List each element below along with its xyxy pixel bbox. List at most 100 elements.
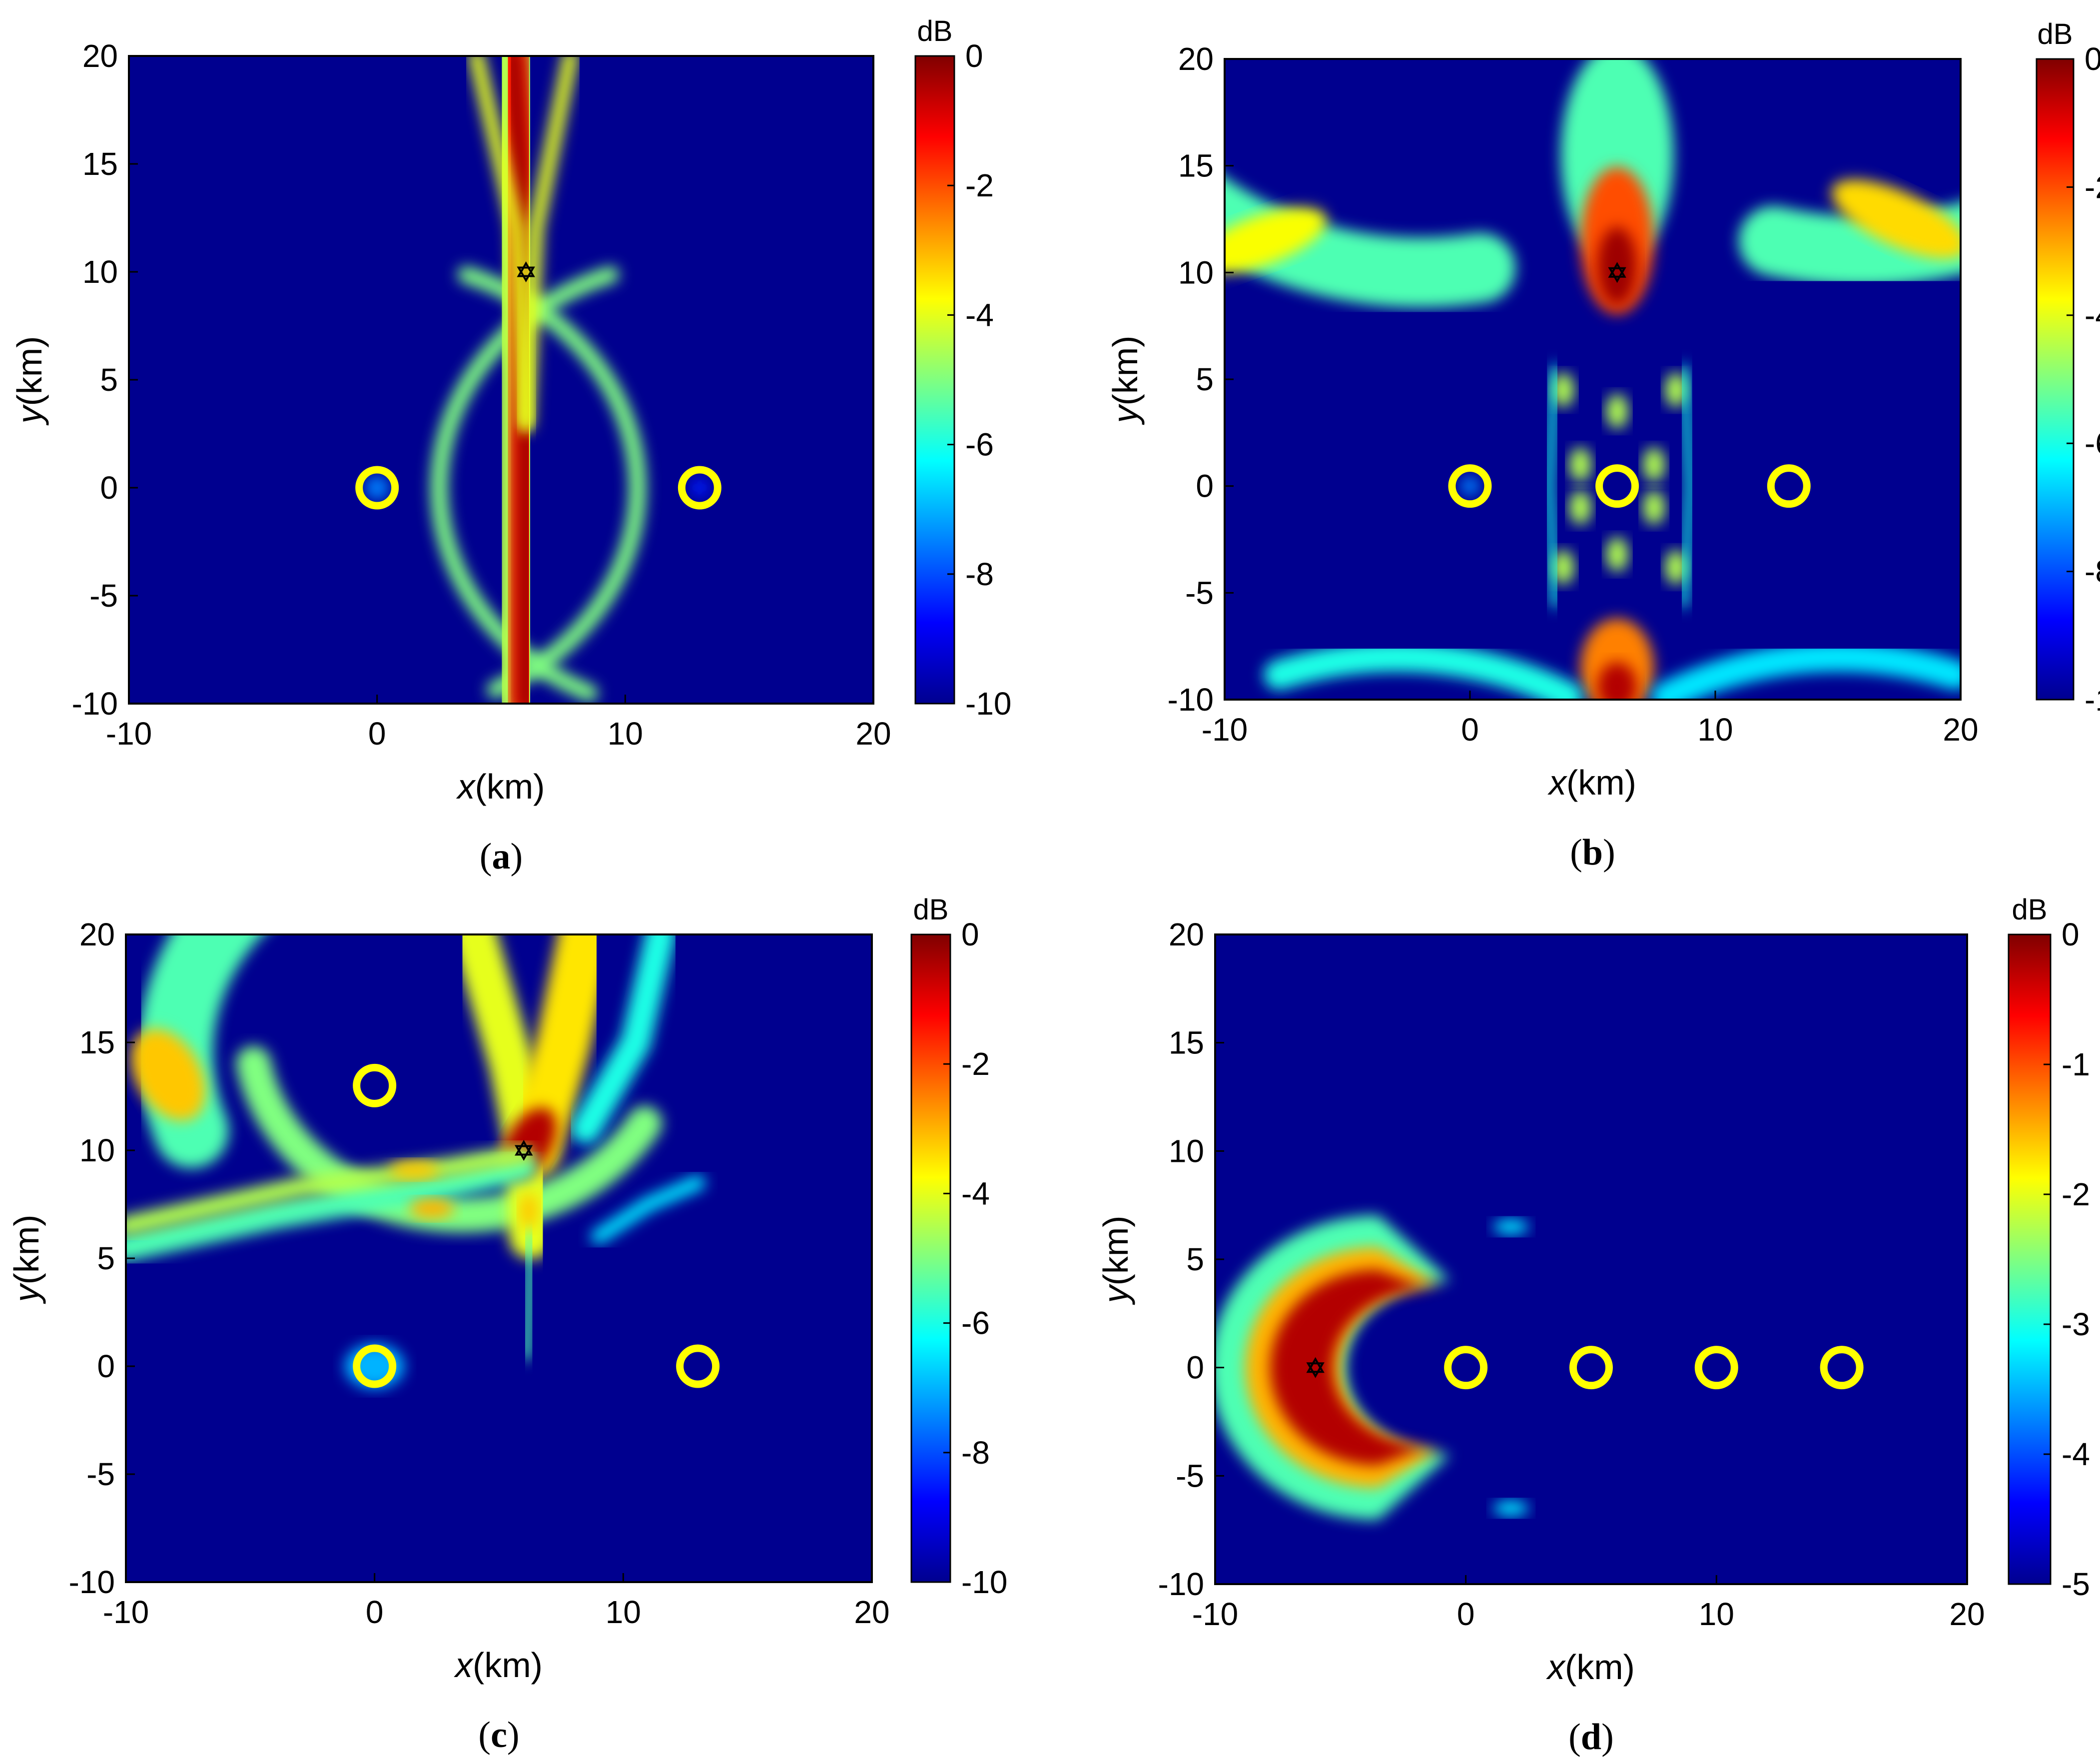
y-axis-label: y(km) (7, 1215, 46, 1304)
y-axis-label: y(km) (10, 336, 49, 426)
receiver-marker (353, 1344, 397, 1388)
x-axis-label: x(km) (1546, 1648, 1635, 1687)
colorbar-tick-label: -8 (2085, 554, 2100, 590)
streak-1 (126, 1154, 538, 1261)
y-tick-label: 15 (1169, 1025, 1204, 1061)
panel-caption: (b) (1570, 832, 1615, 873)
x-tick-label: 20 (854, 1594, 889, 1630)
x-tick-label: 10 (608, 716, 643, 752)
x-tick-label: 20 (1943, 712, 1978, 748)
main-core (1597, 226, 1637, 306)
panel-a: -10 0 10 20 -10 -5 0 5 10 15 20 x(km) y(km) (a) 0 -2 -4 -… (10, 15, 1012, 877)
y-tick-label: 10 (82, 254, 118, 290)
colorbar-tick-label: -2 (2085, 169, 2100, 205)
colorbar-tick-label: 0 (961, 916, 979, 952)
source-star-marker (1306, 1357, 1325, 1378)
receiver-glow-2 (690, 478, 710, 498)
y-tick-label: 20 (82, 38, 118, 74)
heatmap-field (364, 56, 710, 704)
colorbar-tick-label: -2 (961, 1046, 990, 1082)
x-tick-label: 10 (1699, 1596, 1734, 1632)
x-tick-label: -10 (1192, 1596, 1239, 1632)
hot-streak-3 (520, 1193, 538, 1228)
heatmap-field (1215, 1215, 1529, 1520)
colorbar-tick-label: -5 (2062, 1566, 2090, 1602)
y-tick-label: 5 (97, 1240, 115, 1276)
colorbar-tick-label: -4 (2062, 1436, 2090, 1472)
y-tick-label: -5 (86, 1456, 115, 1492)
grating-right (1679, 364, 1695, 608)
colorbar-tick-label: 0 (965, 38, 983, 74)
x-tick-label: 10 (606, 1594, 641, 1630)
left-hotspot (130, 1028, 206, 1121)
source-star-marker (515, 1140, 533, 1161)
panel-c: -10 0 10 20 -10 -5 0 5 10 15 20 x(km) y(km) (c) 0 -2 -4 -… (7, 893, 1008, 1756)
x-axis-label: x(km) (456, 767, 545, 806)
sidelobe-6 (1569, 447, 1592, 482)
panel-d: -10 0 10 20 -10 -5 0 5 10 15 20 x(km) y(km) (d) 0 -1 -2 -… (1096, 893, 2090, 1758)
x-axis-label: x(km) (1547, 763, 1636, 802)
panel-caption: (d) (1568, 1717, 1613, 1758)
y-tick-label: 5 (1186, 1241, 1204, 1277)
y-tick-label: -5 (1176, 1458, 1204, 1494)
receiver-marker (1820, 1346, 1864, 1390)
y-tick-label: 15 (79, 1024, 115, 1060)
y-tick-label: 0 (100, 470, 118, 506)
right-streak (591, 1175, 705, 1244)
lower-right-arc (1651, 642, 1961, 700)
lower-core (1597, 662, 1637, 700)
colorbar-tick-label: -6 (961, 1305, 990, 1341)
colorbar-tick-label: 0 (2085, 41, 2100, 77)
colorbar-tick-label: -2 (965, 167, 994, 203)
colorbar-gradient (2036, 58, 2075, 701)
lobe-left-hot (1225, 207, 1327, 274)
x-tick-label: -10 (1202, 712, 1248, 748)
y-tick-label: -10 (1168, 682, 1214, 718)
colorbar-gradient (910, 933, 951, 1583)
receiver-marker (1444, 1346, 1488, 1390)
colorbar-unit-label: dB (2012, 893, 2048, 926)
y-axis-label: y(km) (1106, 336, 1145, 425)
colorbar-tick-label: -8 (965, 556, 994, 592)
colorbar-tick-label: -4 (961, 1175, 990, 1211)
colorbar-gradient (914, 55, 955, 705)
source-star-marker (517, 261, 535, 282)
y-tick-label: -10 (69, 1564, 115, 1600)
y-tick-label: 0 (97, 1348, 115, 1384)
y-tick-label: 5 (1196, 361, 1214, 397)
y-axis-label: y(km) (1096, 1216, 1135, 1305)
fringe-upper (1493, 1219, 1529, 1235)
receiver-marker (1694, 1346, 1738, 1390)
colorbar-tick-label: -1 (2062, 1046, 2090, 1082)
colorbar: 0 -1 -2 -3 -4 -5 dB (2008, 893, 2090, 1602)
y-tick-label: 20 (1169, 916, 1204, 952)
hot-streak-2 (389, 1161, 440, 1179)
colorbar-tick-label: -6 (965, 427, 994, 463)
crescent-core (1270, 1270, 1428, 1466)
colorbar-tick-label: -4 (2085, 297, 2100, 333)
hot-streak-1 (409, 1198, 454, 1219)
source-star-marker (1608, 262, 1626, 283)
grating-left (1544, 364, 1560, 608)
y-tick-label: 15 (1178, 148, 1214, 184)
sidelobe-5 (1606, 537, 1628, 572)
x-tick-label: 20 (855, 716, 891, 752)
y-tick-label: 5 (100, 362, 118, 398)
x-tick-label: 20 (1949, 1596, 1985, 1632)
heatmap-field (1225, 59, 1961, 700)
receiver-marker (678, 466, 721, 510)
x-tick-label: 0 (1457, 1596, 1475, 1632)
colorbar: 0 -2 -4 -6 -8 -10 dB (910, 893, 1008, 1600)
x-tick-label: 0 (366, 1594, 384, 1630)
colorbar-tick-label: -8 (961, 1435, 990, 1471)
y-tick-label: -10 (1158, 1566, 1205, 1602)
x-tick-label: 0 (368, 716, 386, 752)
receiver-marker (355, 466, 399, 510)
x-tick-label: -10 (106, 716, 152, 752)
receiver-glow-1 (364, 475, 390, 500)
colorbar-tick-label: -10 (961, 1564, 1008, 1600)
y-tick-label: 20 (79, 916, 115, 952)
y-tick-label: 10 (79, 1132, 115, 1168)
y-tick-label: 0 (1186, 1350, 1204, 1386)
